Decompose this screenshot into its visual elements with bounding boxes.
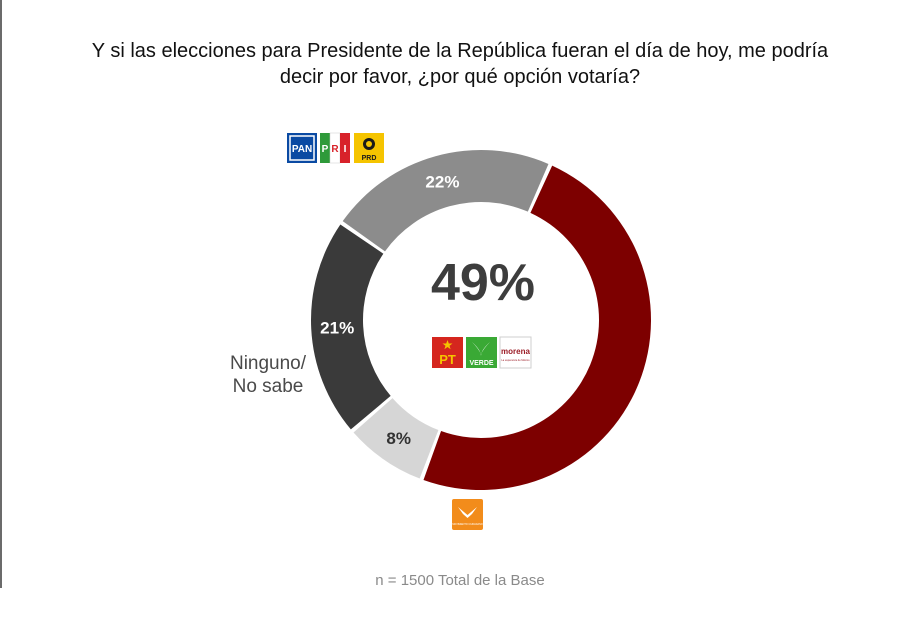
pri-logo-letter-r: R [331, 144, 339, 155]
pan-logo-text: PAN [292, 144, 312, 155]
mc-logo: MOVIMIENTO CIUDADANO [452, 499, 483, 530]
slice-pan-pri-prd [342, 150, 549, 252]
pt-logo-text: PT [439, 352, 456, 367]
prd-logo-text: PRD [362, 155, 377, 162]
slice-pt-verde-morena [423, 165, 651, 490]
verde-logo: VERDE [466, 337, 497, 368]
morena-logo: morena La esperanza de México [499, 336, 532, 369]
left-border-line [0, 0, 2, 588]
slice-mc [353, 398, 439, 479]
donut-slice-labels: 8% 21% 22% [320, 172, 459, 448]
pan-pri-prd-logos: PAN P R I PRD [287, 132, 384, 164]
chart-title-line-1: Y si las elecciones para Presidente de l… [91, 40, 829, 62]
prd-logo: PRD [354, 133, 384, 163]
chart-title-line-2: decir por favor, ¿por qué opción votaría… [279, 66, 641, 88]
slice-ninguno [311, 224, 391, 430]
verde-logo-text: VERDE [469, 360, 493, 367]
mc-logo-text: MOVIMIENTO CIUDADANO [452, 523, 483, 526]
pt-logo: PT [432, 337, 463, 368]
slice-label-mc: 8% [386, 429, 411, 448]
slice-label-pan-pri-prd: 22% [425, 172, 459, 191]
morena-logo-text: morena [501, 347, 530, 356]
pan-logo: PAN [287, 133, 317, 163]
slice-label-ninguno: 21% [320, 318, 354, 337]
sample-size-note: n = 1500 Total de la Base [375, 572, 545, 589]
donut-slices [311, 150, 651, 490]
morena-logo-subtext: La esperanza de México [501, 358, 530, 362]
center-value-label: 49% [431, 254, 535, 312]
category-label-ninguno-line-2: No sabe [233, 376, 304, 397]
pt-verde-morena-logos: PT VERDE morena La esperanza de México [432, 336, 532, 369]
pri-logo: P R I [320, 132, 350, 164]
category-label-ninguno-line-1: Ninguno/ [230, 353, 307, 374]
chart-title: Y si las elecciones para Presidente de l… [60, 38, 860, 90]
pri-logo-letter-p: P [322, 144, 329, 155]
pri-logo-letter-i: I [344, 144, 347, 155]
